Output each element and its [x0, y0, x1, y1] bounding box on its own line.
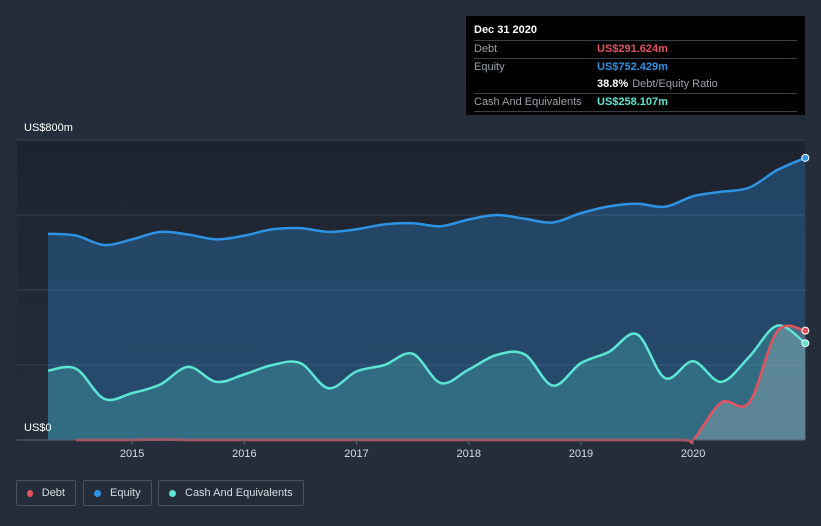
cash-dot-icon: [169, 489, 176, 497]
debt-area: [76, 325, 806, 443]
tooltip-date: Dec 31 2020: [474, 23, 797, 41]
cash-and-equivalents-area: [48, 325, 806, 440]
x-tick-label: 2016: [232, 448, 256, 460]
tooltip-ratio-label: Debt/Equity Ratio: [632, 78, 718, 90]
cash-and-equivalents-end-point: [801, 339, 810, 348]
cash-and-equivalents-line: [47, 324, 807, 402]
x-tick-label: 2015: [120, 448, 144, 460]
x-tick-label: 2017: [344, 448, 368, 460]
legend-item-equity[interactable]: Equity: [83, 480, 152, 506]
x-axis-ticks: 2015 2016 2017 2018 2019 2020: [120, 440, 705, 460]
legend-item-debt[interactable]: Debt: [16, 480, 76, 506]
x-tick-label: 2018: [457, 448, 481, 460]
tooltip-equity-label: Equity: [474, 61, 505, 73]
tooltip-debt-label: Debt: [474, 43, 498, 55]
x-tick-label: 2019: [569, 448, 593, 460]
y-axis-top-label: US$800m: [24, 122, 73, 134]
debt-dot-icon: [27, 489, 33, 497]
data-tooltip: Dec 31 2020 Debt US$291.624m Equity US$7…: [466, 16, 805, 115]
legend-label-equity: Equity: [110, 487, 141, 499]
equity-line: [47, 156, 806, 247]
tooltip-row-debt: Debt US$291.624m: [474, 41, 797, 59]
legend-item-cash[interactable]: Cash And Equivalents: [158, 480, 304, 506]
y-axis-bottom-label: US$0: [24, 422, 52, 434]
tooltip-cash-value: US$258.107m: [597, 96, 668, 108]
x-tick-label: 2020: [681, 448, 705, 460]
equity-area: [48, 157, 806, 441]
end-markers: [801, 153, 810, 348]
tooltip-cash-label: Cash And Equivalents: [474, 96, 582, 108]
series-areas: [48, 157, 806, 443]
tooltip-debt-value: US$291.624m: [597, 43, 668, 55]
tooltip-equity-value: US$752.429m: [597, 61, 668, 73]
equity-end-point: [801, 153, 810, 162]
legend-label-debt: Debt: [41, 487, 65, 499]
debt-end-point: [801, 326, 810, 335]
tooltip-ratio-value: 38.8%: [597, 78, 629, 90]
equity-dot-icon: [94, 489, 101, 497]
tooltip-row-cash: Cash And Equivalents US$258.107m: [474, 94, 797, 112]
tooltip-row-equity: Equity US$752.429m: [474, 59, 797, 76]
tooltip-row-ratio: 38.8% Debt/Equity Ratio: [474, 76, 797, 94]
grid-lines: [17, 139, 805, 366]
legend-label-cash: Cash And Equivalents: [185, 487, 293, 499]
